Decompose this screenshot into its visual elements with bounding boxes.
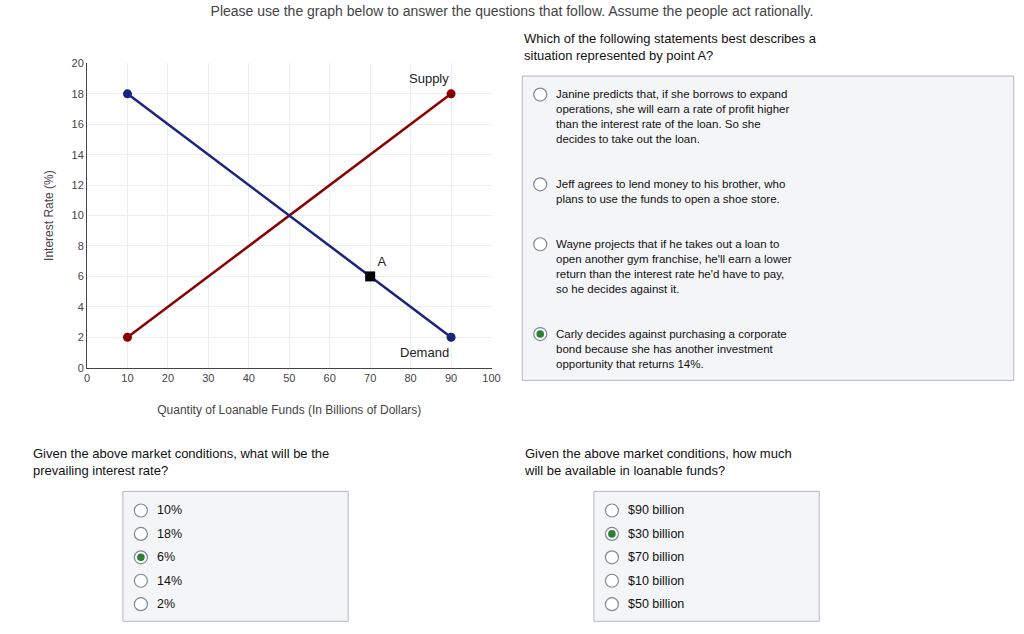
svg-text:$50 billion: $50 billion bbox=[628, 597, 684, 611]
svg-text:$90 billion: $90 billion bbox=[628, 503, 684, 517]
svg-text:10%: 10% bbox=[157, 503, 182, 517]
svg-text:0: 0 bbox=[84, 372, 90, 384]
svg-text:6: 6 bbox=[78, 270, 84, 282]
svg-text:0: 0 bbox=[78, 362, 84, 374]
svg-text:Jeff agrees to lend money to h: Jeff agrees to lend money to his brother… bbox=[556, 178, 785, 205]
svg-text:40: 40 bbox=[243, 372, 255, 384]
svg-text:Given the above market conditi: Given the above market conditions, how m… bbox=[524, 446, 792, 478]
svg-text:50: 50 bbox=[283, 372, 295, 384]
svg-text:12: 12 bbox=[72, 179, 84, 191]
svg-text:Given the above market conditi: Given the above market conditions, what … bbox=[33, 446, 329, 478]
svg-text:4: 4 bbox=[78, 301, 84, 313]
svg-text:16: 16 bbox=[72, 118, 84, 130]
svg-text:Janine predicts that, if she b: Janine predicts that, if she borrows to … bbox=[556, 88, 789, 145]
svg-text:14%: 14% bbox=[157, 574, 182, 588]
svg-text:Interest Rate (%): Interest Rate (%) bbox=[42, 170, 56, 261]
svg-text:80: 80 bbox=[404, 372, 416, 384]
svg-text:Which of the following stateme: Which of the following statements best d… bbox=[524, 31, 817, 63]
svg-text:10: 10 bbox=[72, 209, 84, 221]
svg-text:6%: 6% bbox=[157, 550, 175, 564]
svg-text:60: 60 bbox=[324, 372, 336, 384]
svg-text:Demand: Demand bbox=[400, 345, 449, 360]
svg-text:$10 billion: $10 billion bbox=[628, 574, 684, 588]
svg-text:2: 2 bbox=[78, 331, 84, 343]
svg-text:70: 70 bbox=[364, 372, 376, 384]
svg-text:2%: 2% bbox=[157, 597, 175, 611]
svg-text:$30 billion: $30 billion bbox=[628, 527, 684, 541]
svg-text:90: 90 bbox=[445, 372, 457, 384]
svg-text:Wayne projects that if he take: Wayne projects that if he takes out a lo… bbox=[556, 238, 792, 295]
svg-text:8: 8 bbox=[78, 240, 84, 252]
svg-text:Please use the graph below to: Please use the graph below to answer the… bbox=[211, 3, 814, 19]
svg-text:30: 30 bbox=[202, 372, 214, 384]
svg-text:Quantity of Loanable Funds (In: Quantity of Loanable Funds (In Billions … bbox=[157, 403, 421, 417]
svg-text:Supply: Supply bbox=[409, 71, 449, 86]
svg-text:$70 billion: $70 billion bbox=[628, 550, 684, 564]
svg-text:100: 100 bbox=[482, 372, 500, 384]
svg-text:18%: 18% bbox=[157, 527, 182, 541]
svg-text:14: 14 bbox=[72, 149, 84, 161]
svg-text:20: 20 bbox=[162, 372, 174, 384]
svg-text:Carly decides against purchasi: Carly decides against purchasing a corpo… bbox=[556, 328, 787, 370]
svg-text:20: 20 bbox=[72, 57, 84, 69]
svg-text:18: 18 bbox=[72, 88, 84, 100]
svg-text:A: A bbox=[377, 254, 386, 269]
svg-text:10: 10 bbox=[121, 372, 133, 384]
